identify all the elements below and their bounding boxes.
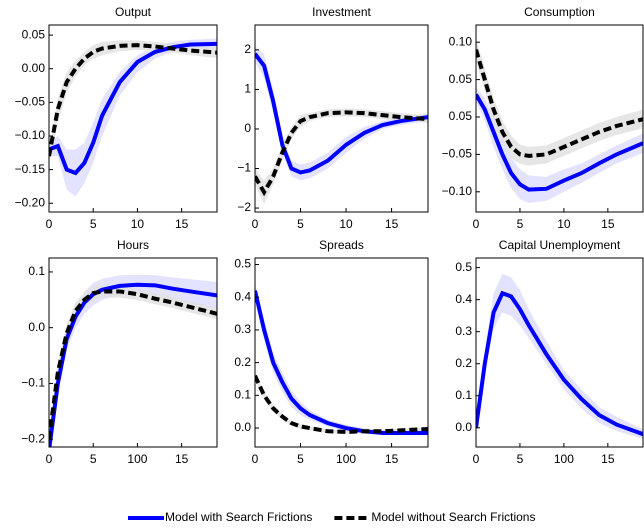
series-line	[49, 43, 217, 157]
panel: Output 0.05 0.00 −0.05 −0.10 −0.15 −0.200 5 10 15	[15, 5, 218, 231]
y-tick-label: 0.00	[22, 61, 46, 75]
y-tick-label: 0.0	[28, 320, 45, 334]
x-tick-label: 5	[517, 217, 524, 231]
y-tick-label: 0.05	[449, 109, 473, 123]
y-tick-label: −0.05	[15, 95, 46, 109]
y-tick-label: 0.10	[449, 34, 473, 48]
x-tick-label: 0	[46, 452, 53, 466]
y-tick-label: 0.3	[455, 324, 472, 338]
x-tick-label: 0	[252, 217, 259, 231]
x-tick-label: 5	[297, 452, 304, 466]
y-tick-label: 0.05	[22, 27, 46, 41]
panel: Spreads 0.5 0.4 0.3 0.2 0.1 0.0 0 5 100 15	[234, 238, 429, 466]
y-tick-label: 2	[244, 42, 251, 56]
y-tick-label: 0.0	[455, 420, 472, 434]
confidence-band	[476, 87, 643, 204]
x-tick-label: 15	[601, 217, 615, 231]
x-tick-label: 0	[473, 217, 480, 231]
plot-area	[49, 274, 217, 447]
x-tick-label: 10	[557, 217, 571, 231]
panel-title: Investment	[312, 5, 371, 19]
y-tick-label: 0.1	[234, 388, 251, 402]
x-tick-label: 0	[46, 217, 53, 231]
y-tick-label: −0.05	[442, 147, 473, 161]
confidence-band	[49, 40, 217, 163]
y-tick-label: −0.15	[15, 162, 46, 176]
plot-area	[476, 38, 643, 204]
series-line	[255, 374, 428, 434]
legend: Model with Search Frictions Model without…	[128, 510, 535, 524]
panel-title: Consumption	[524, 5, 595, 19]
confidence-band	[255, 45, 428, 181]
panel-title: Hours	[117, 238, 149, 252]
y-tick-label: 0.1	[28, 264, 45, 278]
series-line	[476, 290, 643, 437]
confidence-band	[49, 38, 217, 197]
y-tick-label: 0.2	[455, 356, 472, 370]
plot-frame	[475, 24, 644, 213]
y-tick-label: 1	[244, 82, 251, 96]
y-tick-label: −2	[237, 200, 251, 214]
y-tick-label: −0.2	[21, 431, 45, 445]
legend-label: Model without Search Frictions	[371, 510, 535, 524]
x-tick-label: 10	[339, 217, 353, 231]
series-line	[476, 93, 643, 192]
x-tick-label: 5	[90, 452, 97, 466]
y-tick-label: 0.1	[455, 388, 472, 402]
series-line	[255, 52, 428, 175]
panel: Consumption 0.10 0.05 0.05 −0.05 −0.10 0 5 10 15	[442, 5, 644, 231]
x-tick-label: 5	[517, 452, 524, 466]
y-tick-label: 0.05	[449, 72, 473, 86]
plot-frame	[48, 24, 218, 213]
plot-frame	[254, 24, 429, 213]
plot-area	[476, 274, 643, 439]
plot-area	[255, 45, 428, 205]
y-tick-label: 0.0	[234, 420, 251, 434]
panel-title: Capital Unemployment	[499, 238, 621, 252]
panel-title: Spreads	[319, 238, 364, 252]
plot-frame	[254, 257, 429, 448]
x-tick-label: 5	[90, 217, 97, 231]
confidence-band	[476, 38, 643, 166]
x-tick-label: 0	[252, 452, 259, 466]
x-tick-label: 15	[175, 217, 189, 231]
y-tick-label: −0.10	[15, 128, 46, 142]
confidence-band	[255, 284, 428, 436]
plot-frame	[475, 257, 644, 448]
y-tick-label: −0.20	[15, 195, 46, 209]
series-line	[255, 110, 428, 197]
plot-area	[255, 284, 428, 436]
y-tick-label: 0.3	[234, 322, 251, 336]
x-tick-label: 15	[385, 217, 399, 231]
series-line	[255, 290, 428, 435]
panel-title: Output	[115, 5, 152, 19]
x-tick-label: 15	[175, 452, 189, 466]
legend-label: Model with Search Frictions	[165, 510, 312, 524]
x-tick-label: 15	[601, 452, 615, 466]
y-tick-label: 0.2	[234, 355, 251, 369]
y-tick-label: 0.4	[455, 292, 472, 306]
series-line	[476, 49, 643, 158]
x-tick-label: 100	[554, 452, 574, 466]
plot-frame	[48, 257, 218, 448]
plot-area	[49, 38, 217, 197]
x-tick-label: 5	[297, 217, 304, 231]
panel: Capital Unemployment 0.5 0.4 0.3 0.2 0.1 0.0 0 5…	[455, 238, 644, 466]
y-tick-label: −1	[237, 161, 251, 175]
x-tick-label: 15	[385, 452, 399, 466]
x-tick-label: 100	[127, 452, 147, 466]
y-tick-label: 0.5	[455, 260, 472, 274]
panel: Hours 0.1 0.0 −0.1 −0.20 5 100 15	[21, 238, 218, 466]
x-tick-label: 0	[473, 452, 480, 466]
y-tick-label: −0.10	[442, 184, 473, 198]
x-tick-label: 10	[131, 217, 145, 231]
y-tick-label: 0.4	[234, 289, 251, 303]
x-tick-label: 100	[336, 452, 356, 466]
y-tick-label: 0	[244, 121, 251, 135]
y-tick-label: 0.5	[234, 257, 251, 271]
confidence-band	[476, 274, 643, 439]
y-tick-label: −0.1	[21, 376, 45, 390]
